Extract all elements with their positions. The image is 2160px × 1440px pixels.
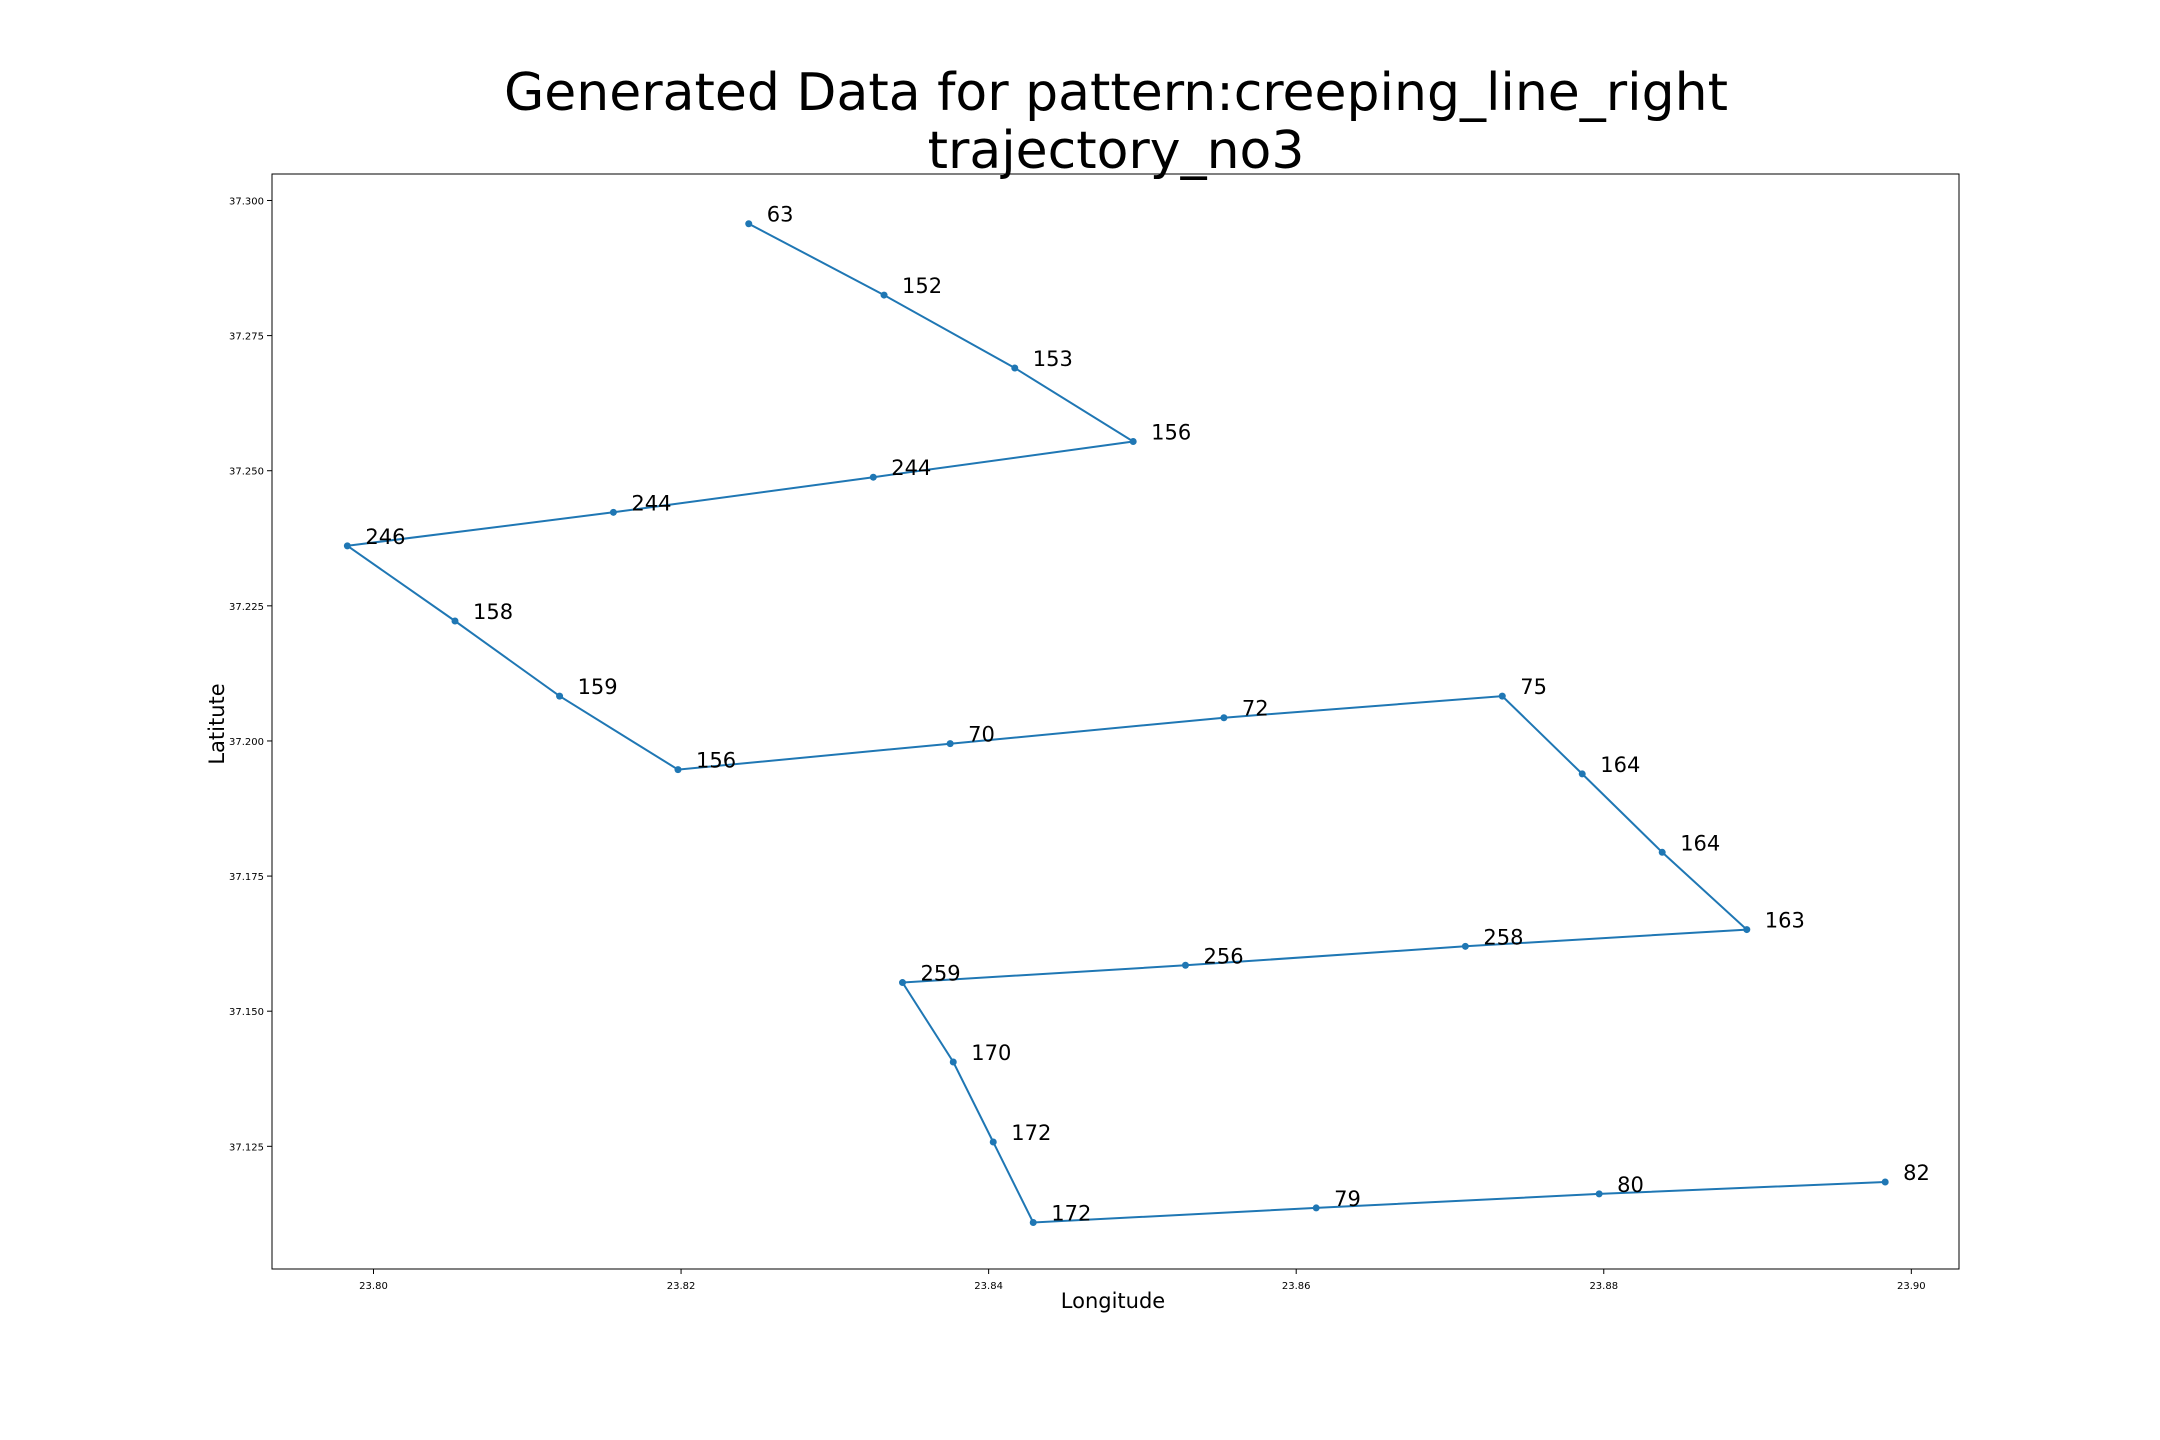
y-tick-label: 37.225 [229, 602, 264, 613]
point-label: 79 [1334, 1187, 1361, 1211]
trajectory-point [949, 1058, 957, 1066]
trajectory-point [451, 617, 459, 625]
trajectory-point [1881, 1178, 1889, 1186]
trajectory-markers [343, 220, 1889, 1227]
x-tick-label: 23.88 [1589, 1281, 1618, 1292]
point-label: 163 [1765, 909, 1805, 933]
point-label: 152 [902, 274, 942, 298]
y-tick-label: 37.125 [229, 1142, 264, 1153]
trajectory-series [344, 222, 1886, 1224]
point-label: 153 [1033, 347, 1073, 371]
point-label: 172 [1051, 1202, 1091, 1226]
trajectory-point [869, 473, 877, 481]
point-label: 164 [1600, 753, 1640, 777]
trajectory-point [989, 1138, 997, 1146]
point-label: 70 [968, 723, 995, 747]
trajectory-point [745, 220, 753, 228]
point-label: 82 [1903, 1161, 1930, 1185]
point-label: 258 [1483, 925, 1523, 949]
point-label: 159 [578, 675, 618, 699]
trajectory-point [1578, 770, 1586, 778]
x-tick-label: 23.82 [667, 1281, 696, 1292]
point-label: 244 [891, 456, 931, 480]
trajectory-point [343, 542, 351, 550]
trajectory-point [1181, 961, 1189, 969]
trajectory-point [556, 692, 564, 700]
trajectory-point [899, 979, 907, 987]
trajectory-point [1029, 1219, 1037, 1227]
point-label: 170 [971, 1041, 1011, 1065]
trajectory-point [1220, 714, 1228, 722]
trajectory-point [946, 740, 954, 748]
trajectory-point [1595, 1190, 1603, 1198]
trajectory-point [1498, 692, 1506, 700]
trajectory-point [1461, 942, 1469, 950]
trajectory-line [344, 222, 1886, 1224]
point-label: 75 [1520, 675, 1547, 699]
point-label: 158 [473, 600, 513, 624]
y-axis-ticks: 37.125 37.150 37.175 37.200 37.225 37.250 37.2… [229, 196, 272, 1153]
y-axis-label: Latitute [205, 683, 229, 764]
chart-title-line-2: trajectory_no3 [928, 121, 1305, 181]
point-label: 80 [1617, 1173, 1644, 1197]
point-label: 63 [767, 203, 794, 227]
trajectory-point [1011, 364, 1019, 372]
trajectory-point [674, 766, 682, 774]
point-label: 244 [631, 491, 671, 515]
y-tick-label: 37.150 [229, 1007, 264, 1018]
chart-title-line-1: Generated Data for pattern:creeping_line… [504, 63, 1728, 123]
point-label: 72 [1242, 697, 1269, 721]
point-label: 156 [1151, 421, 1191, 445]
trajectory-point-labels: 63 152 153 156 244 244 246 158 159 156 70 72 75 164 16… [365, 203, 1930, 1226]
point-label: 256 [1203, 944, 1243, 968]
y-tick-label: 37.275 [229, 332, 264, 343]
trajectory-point [1312, 1204, 1320, 1212]
x-tick-label: 23.90 [1897, 1281, 1926, 1292]
x-tick-label: 23.80 [359, 1281, 388, 1292]
trajectory-point [880, 291, 888, 299]
y-tick-label: 37.175 [229, 872, 264, 883]
trajectory-point [609, 508, 617, 516]
point-label: 172 [1011, 1121, 1051, 1145]
y-tick-label: 37.200 [229, 737, 264, 748]
x-tick-label: 23.84 [974, 1281, 1003, 1292]
x-tick-label: 23.86 [1282, 1281, 1311, 1292]
point-label: 259 [921, 962, 961, 986]
point-label: 246 [365, 525, 405, 549]
x-axis-label: Longitude [1061, 1289, 1165, 1313]
point-label: 156 [696, 749, 736, 773]
plot-area-frame [271, 173, 1960, 1270]
point-label: 164 [1680, 831, 1720, 855]
trajectory-point [1658, 848, 1666, 856]
trajectory-point [1743, 926, 1751, 934]
trajectory-point [1129, 438, 1137, 446]
y-tick-label: 37.250 [229, 467, 264, 478]
y-tick-label: 37.300 [229, 196, 264, 207]
x-axis-ticks: 23.80 23.82 23.84 23.86 23.88 23.90 [359, 1269, 1926, 1292]
